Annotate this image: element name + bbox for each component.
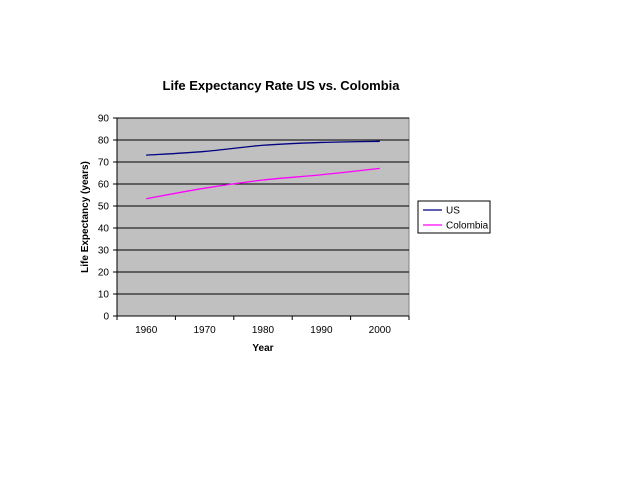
- gridlines: [117, 117, 409, 317]
- legend-label: Colombia: [446, 221, 489, 232]
- legend: US Colombia: [417, 200, 491, 234]
- x-axis-ticks: 1960 1970 1980 1990 2000: [116, 315, 410, 336]
- y-tick-label: 40: [98, 224, 110, 235]
- y-tick-label: 70: [98, 158, 110, 169]
- y-tick-label: 0: [103, 312, 109, 323]
- y-tick-label: 60: [98, 180, 110, 191]
- series-line-us: [146, 140, 380, 156]
- data-point: [204, 187, 206, 189]
- x-axis-label: Year: [252, 343, 273, 354]
- y-tick-label: 30: [98, 246, 110, 257]
- y-tick-label: 50: [98, 202, 110, 213]
- data-point: [379, 168, 381, 170]
- y-tick-label: 20: [98, 268, 110, 279]
- legend-box: [417, 200, 491, 234]
- data-point: [379, 141, 381, 143]
- y-tick-label: 10: [98, 290, 110, 301]
- y-tick-label: 80: [98, 136, 110, 147]
- data-point: [204, 151, 206, 153]
- legend-label: US: [446, 206, 460, 217]
- data-point: [321, 174, 323, 176]
- y-tick-label: 90: [98, 114, 110, 125]
- chart-title: Life Expectancy Rate US vs. Colombia: [163, 78, 401, 93]
- series-lines: [145, 140, 381, 200]
- data-point: [145, 154, 147, 156]
- data-point: [262, 179, 264, 181]
- data-point: [145, 198, 147, 200]
- x-tick-label: 2000: [369, 325, 392, 336]
- x-tick-label: 1960: [135, 325, 158, 336]
- y-axis-label: Life Expectancy (years): [80, 161, 91, 273]
- x-tick-label: 1970: [193, 325, 216, 336]
- data-point: [321, 142, 323, 144]
- data-point: [262, 144, 264, 146]
- x-tick-label: 1980: [252, 325, 275, 336]
- series-line-colombia: [146, 167, 380, 200]
- x-tick-label: 1990: [310, 325, 333, 336]
- y-axis-ticks: 0 10 20 30 40 50 60 70 80 90: [98, 114, 118, 323]
- plot-area: [116, 117, 410, 317]
